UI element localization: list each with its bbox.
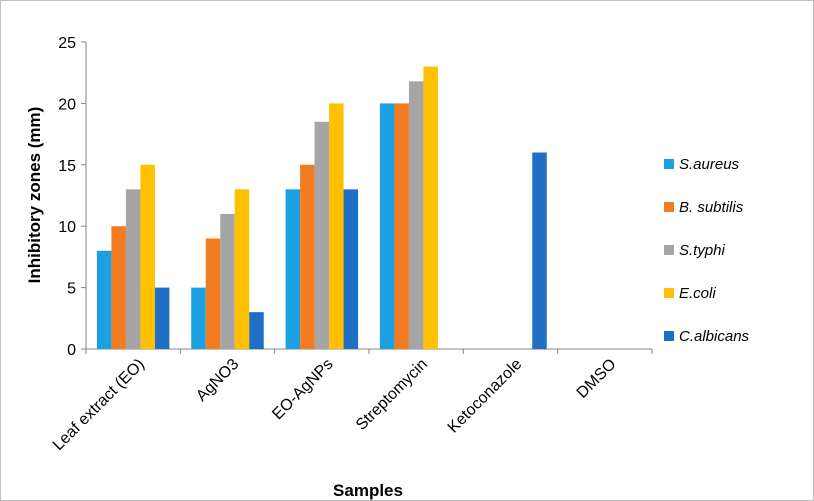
x-tick-label: EO-AgNPs (269, 356, 336, 423)
y-tick-label: 15 (58, 158, 76, 175)
x-tick-label: Leaf extract (EO) (50, 356, 148, 454)
bar-e-coli-1 (234, 189, 250, 349)
x-tick-label: Ketoconazole (445, 356, 526, 437)
legend-swatch (664, 245, 674, 255)
bar-c-albicans-0 (154, 287, 170, 349)
legend-label: S.aureus (679, 156, 740, 173)
x-tick-label: Streptomycin (353, 356, 431, 434)
legend-swatch (664, 159, 674, 169)
y-tick-label: 0 (67, 342, 76, 359)
legend-swatch (664, 288, 674, 298)
bar-e-coli-3 (423, 66, 438, 349)
bar-b-subtilis-3 (394, 103, 409, 350)
bar-s-aureus-3 (379, 103, 395, 350)
legend-label: B. subtilis (679, 199, 744, 216)
legend-label: S.typhi (679, 242, 726, 259)
bar-c-albicans-1 (249, 312, 264, 349)
legend-swatch (664, 202, 674, 212)
y-tick-label: 20 (58, 96, 76, 113)
bar-s-aureus-1 (191, 287, 206, 349)
plot-area: 0 5 10 15 20 25 Leaf extract (EO) AgNO3 EO-AgNPs… (50, 35, 653, 454)
bar-b-subtilis-0 (111, 226, 126, 349)
y-axis-title: Inhibitory zones (mm) (25, 107, 44, 284)
bar-b-subtilis-1 (205, 238, 221, 349)
x-tick-label: AgNO3 (193, 356, 242, 405)
legend: S.aureus B. subtilis S.typhi E.coli C.albica… (664, 156, 750, 345)
bar-s-aureus-0 (96, 250, 112, 349)
x-tick-label: DMSO (574, 356, 620, 402)
y-tick-label: 5 (67, 281, 76, 298)
bar-s-typhi-1 (220, 213, 235, 349)
y-tick-label: 10 (58, 219, 76, 236)
legend-swatch (664, 331, 674, 341)
bar-s-typhi-0 (125, 189, 141, 349)
legend-label: C.albicans (679, 328, 750, 345)
bar-s-aureus-2 (285, 189, 301, 349)
bar-c-albicans-2 (343, 189, 359, 349)
bar-b-subtilis-2 (300, 164, 315, 349)
legend-label: E.coli (679, 285, 716, 302)
bar-e-coli-0 (140, 164, 155, 349)
bar-s-typhi-3 (408, 81, 424, 350)
bar-e-coli-2 (329, 103, 344, 350)
x-axis-title: Samples (333, 481, 403, 500)
bar-s-typhi-2 (314, 121, 330, 349)
y-tick-label: 25 (58, 35, 76, 52)
bar-c-albicans-4 (532, 152, 547, 349)
